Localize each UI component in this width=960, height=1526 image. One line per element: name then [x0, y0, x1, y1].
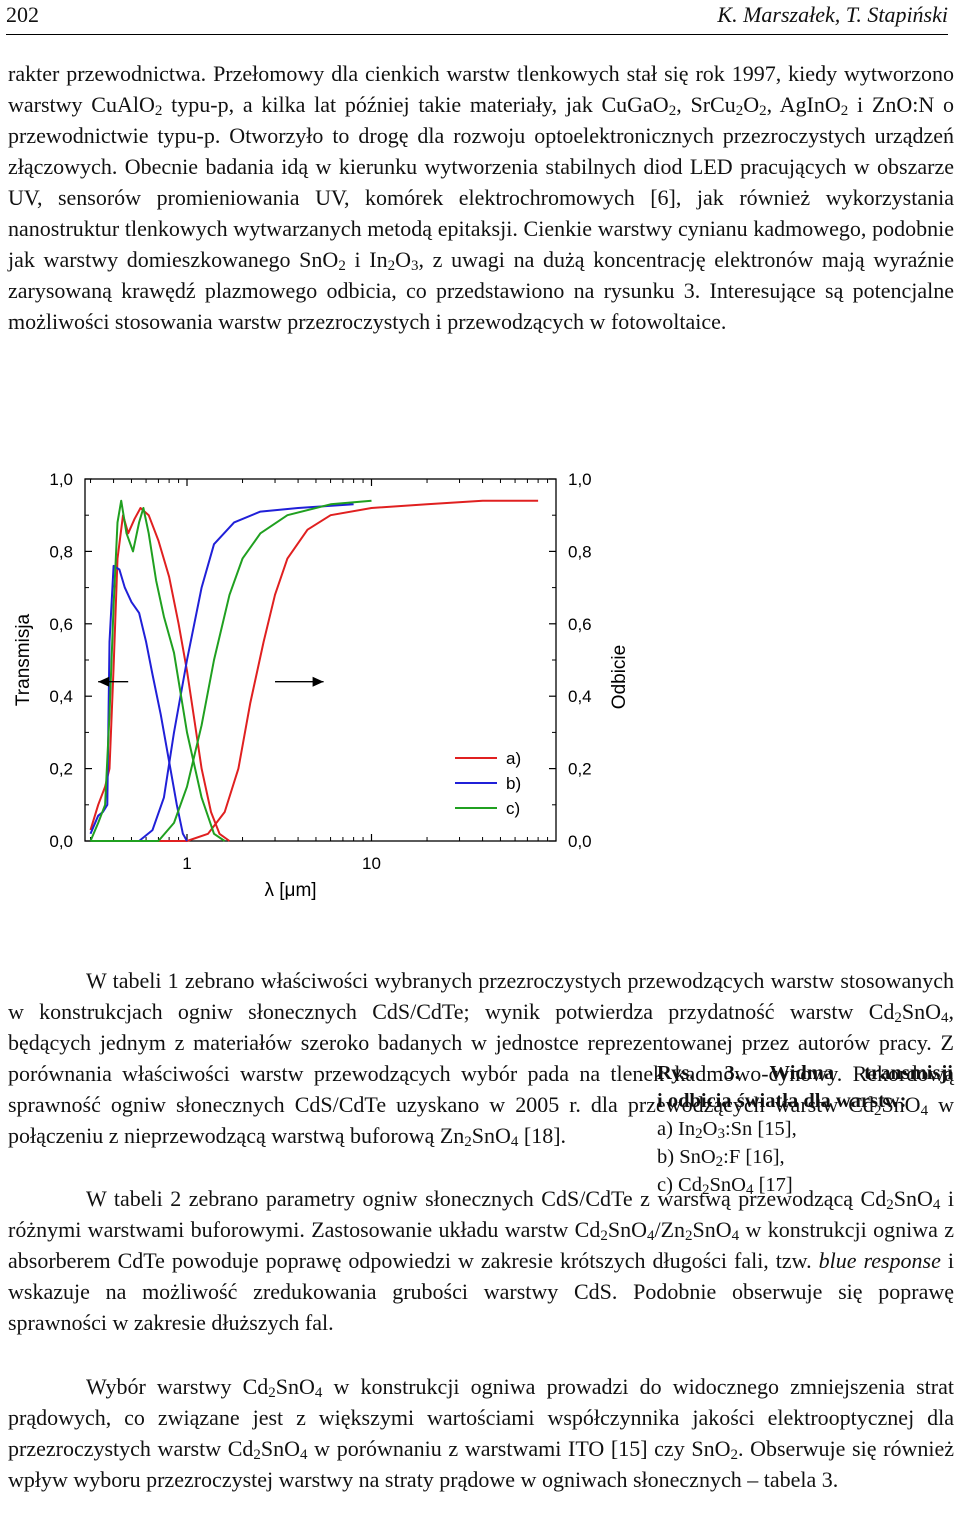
x-axis-label: λ [μm]	[264, 880, 316, 901]
y-tick-label-left: 0,0	[49, 832, 73, 851]
y-tick-label-right: 0,0	[568, 832, 592, 851]
y-tick-label-right: 0,6	[568, 615, 592, 634]
legend-label: c)	[506, 799, 520, 818]
series-line	[90, 499, 372, 842]
series-line	[89, 564, 188, 842]
y-tick-label-left: 0,6	[49, 615, 73, 634]
legend-label: a)	[506, 749, 521, 768]
y-tick-label-left: 0,4	[49, 687, 73, 706]
chart-curves	[89, 499, 539, 842]
y-tick-label-right: 0,2	[568, 760, 592, 779]
arrow-head	[312, 676, 324, 687]
chart-legend: a) b) c)	[455, 749, 521, 818]
y-tick-label-right: 1,0	[568, 470, 592, 489]
header-rule	[6, 34, 948, 35]
arrow-head	[98, 676, 110, 687]
paragraph-3: W tabeli 2 zebrano parametry ogniw słone…	[8, 1186, 955, 1335]
series-line	[90, 503, 354, 842]
y-axis-label-left: Transmisja	[13, 613, 34, 706]
series-line	[89, 499, 226, 842]
page-header: 202 K. Marszałek, T. Stapiński	[6, 0, 948, 40]
paragraph-1: rakter przewodnictwa. Przełomowy dla cie…	[8, 61, 954, 334]
y-tick-label-right: 0,4	[568, 687, 592, 706]
x-tick-label: 10	[362, 854, 381, 873]
series-line	[90, 499, 539, 842]
spectra-chart: 0,0 0,0 0,2 0,2 0,4 0,4 0,6 0,6 0,8 0,8 1,0 1,0 1 10 λ…	[13, 470, 630, 901]
paragraph-2: W tabeli 1 zebrano właściwości wybranych…	[8, 968, 954, 1150]
y-axis-label-right: Odbicie	[609, 645, 630, 709]
y-tick-label-right: 0,8	[568, 542, 592, 561]
y-tick-label-left: 0,8	[49, 542, 73, 561]
paragraph-4: Wybór warstwy Cd2SnO4 w konstrukcji ogni…	[8, 1374, 954, 1492]
figure-caption: Rys. 3. Widma transmisji i odbicia świat…	[657, 1062, 953, 1198]
chart-axes: 0,0 0,0 0,2 0,2 0,4 0,4 0,6 0,6 0,8 0,8 1,0 1,0 1 10 λ…	[13, 470, 630, 901]
figure-3: 0,0 0,0 0,2 0,2 0,4 0,4 0,6 0,6 0,8 0,8 1,0 1,0 1 10 λ…	[0, 452, 960, 1198]
y-tick-label-left: 1,0	[49, 470, 73, 489]
page-number: 202	[6, 2, 39, 27]
caption-label: Rys. 3.	[657, 1062, 740, 1084]
y-tick-label-left: 0,2	[49, 760, 73, 779]
running-title: K. Marszałek, T. Stapiński	[717, 2, 948, 27]
x-tick-label: 1	[182, 854, 191, 873]
legend-label: b)	[506, 774, 521, 793]
